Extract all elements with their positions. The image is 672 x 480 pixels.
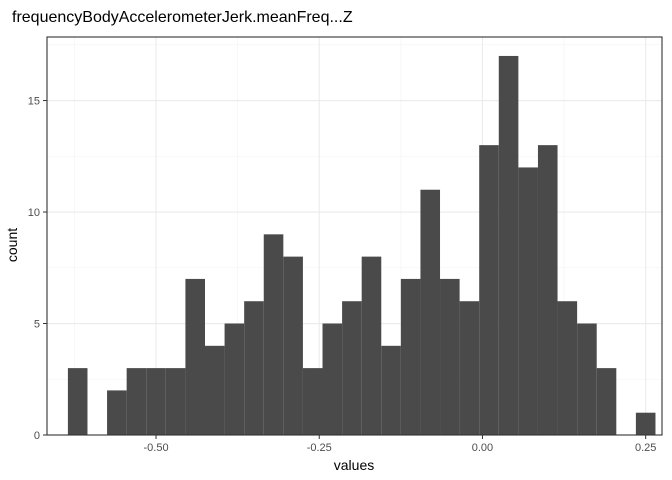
histogram-bar — [440, 278, 460, 435]
histogram-bar — [596, 368, 617, 435]
histogram-bar — [165, 368, 186, 435]
histogram-bar — [577, 323, 597, 435]
histogram-bar — [498, 55, 519, 435]
histogram-bar — [146, 368, 166, 435]
histogram-bar — [518, 167, 538, 435]
histogram-bar — [635, 412, 656, 435]
histogram-bar — [479, 145, 499, 435]
y-axis-ticks: 0 5 10 15 — [28, 96, 47, 442]
histogram-bar — [557, 301, 578, 435]
histogram-bar — [400, 278, 421, 435]
histogram-bar — [107, 390, 127, 435]
y-axis-title: count — [4, 228, 20, 262]
histogram-bar — [322, 323, 343, 435]
x-axis-ticks: -0.50 -0.25 0.00 0.25 — [143, 435, 656, 454]
histogram-bar — [204, 345, 225, 435]
histogram-bar — [67, 368, 88, 435]
histogram-bar — [302, 368, 323, 435]
x-tick-label: -0.50 — [143, 442, 168, 454]
histogram-bar — [381, 345, 401, 435]
y-tick-label: 15 — [28, 96, 40, 108]
y-tick-label: 5 — [34, 319, 40, 331]
y-tick-label: 0 — [34, 430, 40, 442]
x-tick-label: 0.25 — [635, 442, 656, 454]
histogram-bars — [67, 55, 656, 435]
panel-border — [46, 36, 663, 436]
x-axis-title: values — [334, 457, 374, 473]
histogram-bar — [361, 256, 382, 435]
x-tick-label: -0.25 — [307, 442, 332, 454]
histogram-bar — [420, 189, 441, 435]
y-tick-label: 10 — [28, 207, 40, 219]
histogram-bar — [459, 301, 480, 435]
histogram-bar — [537, 145, 558, 435]
histogram-bar — [342, 301, 362, 435]
x-tick-label: 0.00 — [472, 442, 493, 454]
histogram-bar — [185, 278, 205, 435]
chart-title: frequencyBodyAccelerometerJerk.meanFreq.… — [12, 9, 353, 26]
histogram-bar — [283, 256, 303, 435]
histogram-bar — [126, 368, 147, 435]
histogram-bar — [224, 323, 245, 435]
histogram-bar — [244, 301, 264, 435]
histogram-bar — [263, 234, 284, 435]
